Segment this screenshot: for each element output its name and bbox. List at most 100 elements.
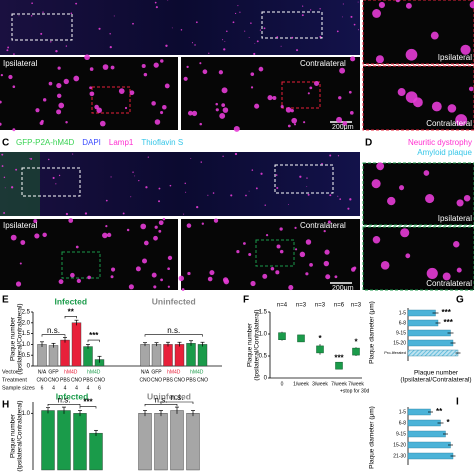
zoom-image xyxy=(0,57,178,130)
x-note: +stop for 30d xyxy=(340,388,370,394)
punctum xyxy=(96,107,102,113)
punctum xyxy=(358,29,360,31)
punctum xyxy=(84,212,88,215)
punctum xyxy=(15,281,22,287)
punctum xyxy=(153,285,157,289)
punctum xyxy=(260,172,263,175)
bar xyxy=(407,408,431,416)
row-label: Treatment xyxy=(2,377,27,383)
punctum xyxy=(70,272,75,278)
label: Contralateral xyxy=(426,119,472,128)
punctum xyxy=(226,30,228,32)
x-axis-label: Plaque number xyxy=(414,370,459,377)
punctum xyxy=(20,240,26,245)
punctum xyxy=(70,12,73,15)
punctum xyxy=(55,183,57,185)
n-label: n=6 xyxy=(334,303,345,309)
punctum xyxy=(395,0,400,3)
bar xyxy=(170,410,184,471)
punctum xyxy=(110,275,114,279)
punctum xyxy=(276,244,281,249)
treatment-label: CNO xyxy=(174,377,185,383)
sig-label: *** xyxy=(334,354,344,363)
punctum xyxy=(162,104,167,110)
punctum xyxy=(110,267,116,272)
bar xyxy=(407,339,454,347)
group-label: Uninfected xyxy=(152,296,196,306)
punctum xyxy=(353,266,357,270)
sample-size: 4 xyxy=(64,385,67,391)
stain-label: DAPI xyxy=(82,138,101,147)
punctum xyxy=(341,16,343,18)
punctum xyxy=(376,162,385,171)
punctum xyxy=(208,52,210,54)
punctum xyxy=(405,48,418,61)
punctum xyxy=(400,228,410,238)
treatment-label: CNO xyxy=(48,377,59,383)
vector-label: hM4D xyxy=(87,369,101,375)
punctum xyxy=(10,186,14,189)
punctum xyxy=(399,185,405,191)
punctum xyxy=(191,42,193,44)
punctum xyxy=(279,227,283,231)
punctum xyxy=(288,204,289,205)
punctum xyxy=(219,113,226,119)
roi-box xyxy=(255,239,295,267)
punctum xyxy=(12,128,16,132)
punctum xyxy=(190,158,192,159)
sig-label: *** xyxy=(83,398,93,407)
punctum xyxy=(224,41,226,42)
punctum xyxy=(254,103,260,109)
x-tick-label: 3/week xyxy=(312,381,328,387)
punctum xyxy=(248,37,250,38)
punctum xyxy=(329,154,332,157)
vector-label: N/A xyxy=(141,369,150,375)
punctum xyxy=(158,187,161,190)
punctum xyxy=(426,267,438,279)
inset-image xyxy=(362,0,474,65)
punctum xyxy=(234,152,238,156)
punctum xyxy=(75,245,79,249)
punctum xyxy=(186,223,192,228)
punctum xyxy=(10,234,17,241)
punctum xyxy=(126,228,130,232)
punctum xyxy=(58,174,61,177)
punctum xyxy=(306,186,308,187)
punctum xyxy=(276,186,279,190)
punctum xyxy=(158,200,161,203)
punctum xyxy=(375,55,384,64)
punctum xyxy=(191,110,198,117)
punctum xyxy=(468,86,474,92)
sig-bracket xyxy=(41,334,66,337)
punctum xyxy=(255,187,258,190)
x-tick-label: 1/week xyxy=(293,381,309,387)
bar xyxy=(186,413,200,471)
legend-label: Amyloid plaque xyxy=(417,148,472,157)
punctum xyxy=(222,155,224,157)
punctum xyxy=(303,121,306,124)
y-tick-label: 0.5 xyxy=(259,354,268,360)
bar xyxy=(154,413,168,471)
point xyxy=(316,345,324,354)
punctum xyxy=(309,263,313,267)
treatment-label: PBS xyxy=(83,377,94,383)
y-axis-label: Plaque diameter (μm) xyxy=(369,301,376,364)
bar xyxy=(407,309,436,317)
punctum xyxy=(291,117,298,124)
label: Ipsilateral xyxy=(3,59,37,68)
punctum xyxy=(267,95,273,101)
punctum xyxy=(142,258,148,264)
y-tick-label: 6-8 xyxy=(399,420,406,426)
punctum xyxy=(299,251,306,258)
treatment-label: CNO xyxy=(139,377,150,383)
punctum xyxy=(48,81,53,86)
sig-label: *** xyxy=(444,318,454,327)
punctum xyxy=(164,83,170,89)
punctum xyxy=(110,65,115,70)
punctum xyxy=(290,108,294,113)
punctum xyxy=(68,218,74,223)
punctum xyxy=(56,93,62,99)
x-tick-label: 7/week xyxy=(331,381,347,387)
punctum xyxy=(222,107,229,113)
